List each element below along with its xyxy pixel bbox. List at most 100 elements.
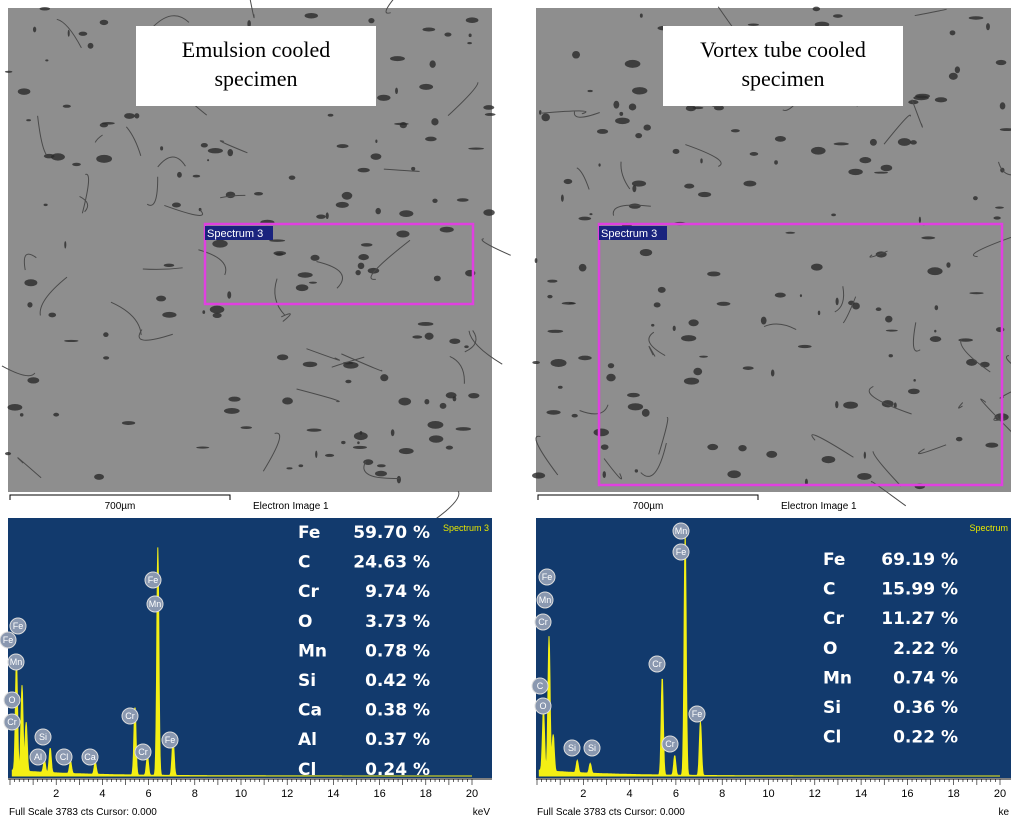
element: Cr: [823, 609, 844, 629]
pore: [569, 302, 575, 304]
x-tick-label: 4: [99, 788, 105, 800]
pore: [572, 414, 578, 418]
peak-label: Fe: [676, 547, 687, 557]
pore: [603, 471, 606, 478]
pore: [210, 306, 225, 314]
pore: [88, 43, 94, 49]
pore: [440, 403, 447, 409]
pore: [541, 113, 549, 121]
x-tick-label: 16: [373, 788, 385, 800]
pore: [466, 17, 479, 23]
pore: [673, 149, 680, 154]
pore: [456, 427, 471, 431]
peak-label: Cr: [652, 659, 662, 669]
pore: [298, 272, 313, 277]
pore: [707, 271, 720, 276]
pore: [397, 476, 401, 484]
pore: [44, 204, 48, 206]
pore: [354, 432, 368, 440]
pore: [885, 316, 892, 323]
pore: [822, 456, 836, 463]
peak-label: Mn: [675, 526, 688, 536]
pore: [910, 140, 917, 144]
pore: [973, 196, 978, 200]
pore: [913, 379, 915, 382]
pore: [950, 30, 956, 35]
pore: [731, 129, 740, 132]
x-tick-label: 8: [192, 788, 198, 800]
pore: [226, 192, 236, 199]
pore: [100, 20, 109, 25]
pore: [996, 60, 1007, 65]
pore: [124, 113, 135, 119]
pore: [172, 203, 181, 208]
pore: [468, 393, 479, 398]
pore: [750, 152, 759, 156]
footer: Full Scale 3783 cts Cursor: 0.000: [537, 807, 685, 818]
pore: [642, 409, 650, 417]
pore: [273, 251, 286, 255]
element: Mn: [823, 668, 852, 688]
pore: [564, 179, 573, 184]
x-tick-label: 18: [420, 788, 432, 800]
pore: [551, 359, 567, 367]
element: C: [823, 580, 835, 600]
pore: [485, 113, 496, 116]
pore: [606, 374, 615, 382]
pore: [68, 30, 70, 37]
pore: [743, 181, 756, 187]
pore: [615, 118, 630, 125]
pore: [201, 143, 208, 148]
pore: [419, 84, 433, 90]
percent: 0.38 %: [365, 701, 430, 721]
element: Fe: [823, 550, 845, 570]
peak-label: Cr: [125, 711, 135, 721]
pore: [535, 258, 538, 263]
image-label: Electron Image 1: [781, 501, 857, 512]
pore: [310, 255, 319, 261]
pore: [79, 32, 88, 36]
pore: [227, 291, 231, 299]
pore: [843, 402, 858, 409]
pore: [835, 401, 838, 408]
pore: [688, 319, 698, 326]
pore: [160, 146, 163, 150]
x-tick-label: 12: [809, 788, 821, 800]
percent: 69.19 %: [881, 550, 958, 570]
pore: [673, 326, 676, 331]
pore: [681, 335, 696, 341]
pore: [177, 172, 182, 178]
pore: [572, 51, 580, 59]
pore: [122, 421, 135, 425]
pore: [162, 312, 176, 318]
pore: [296, 284, 309, 291]
pore: [96, 155, 112, 163]
scale-label: 700µm: [105, 501, 136, 512]
pore: [286, 467, 292, 469]
peak-label: Mn: [149, 599, 162, 609]
pore: [980, 362, 990, 368]
pore: [72, 163, 81, 166]
pore: [336, 202, 349, 208]
pore: [427, 421, 443, 429]
caption: specimen: [214, 66, 297, 91]
pore: [207, 159, 209, 161]
pore: [24, 279, 37, 286]
percent: 0.78 %: [365, 641, 430, 661]
pore: [20, 413, 24, 416]
pore: [700, 158, 702, 163]
pore: [431, 118, 438, 125]
pore: [651, 324, 654, 327]
x-tick-label: 20: [994, 788, 1006, 800]
pore: [833, 14, 843, 18]
pore: [876, 307, 882, 311]
spectrum-name: Spectrum 3: [443, 523, 489, 533]
peak-label: Fe: [3, 635, 14, 645]
x-tick-label: 14: [327, 788, 339, 800]
pore: [449, 339, 460, 344]
pore: [800, 294, 802, 297]
pore: [935, 97, 947, 102]
pore: [966, 359, 977, 366]
pore: [640, 13, 643, 17]
pore: [532, 361, 540, 364]
